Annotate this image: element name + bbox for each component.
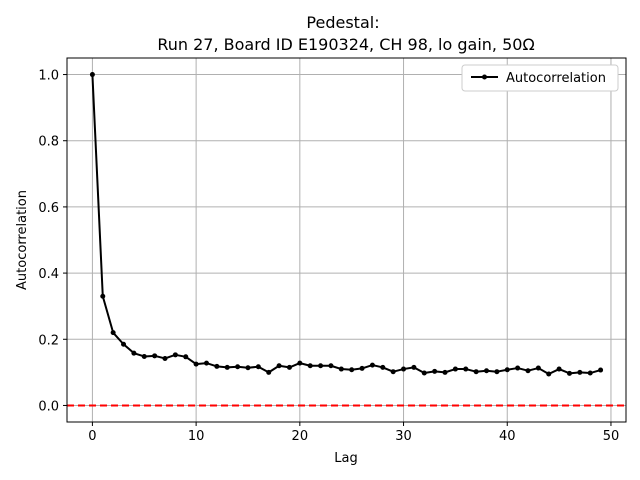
data-point <box>587 370 593 376</box>
y-tick-label: 0.6 <box>38 201 59 216</box>
data-point <box>484 368 490 374</box>
data-point <box>566 370 572 376</box>
data-point <box>152 353 158 359</box>
data-point <box>214 363 220 369</box>
grid-lines <box>67 58 626 422</box>
data-point <box>369 362 375 368</box>
series-group <box>89 72 604 377</box>
data-point <box>276 363 282 369</box>
y-tick-label: 1.0 <box>38 69 59 84</box>
data-point <box>390 369 396 375</box>
data-point <box>494 369 500 375</box>
data-point <box>338 366 344 372</box>
data-point <box>89 72 95 78</box>
data-point <box>598 367 604 373</box>
legend-label: Autocorrelation <box>506 71 606 86</box>
data-point <box>463 366 469 372</box>
x-axis-label: Lag <box>334 451 357 466</box>
data-point <box>266 369 272 375</box>
data-point <box>307 363 313 369</box>
data-point <box>286 364 292 370</box>
x-tick-label: 30 <box>395 429 412 444</box>
series-line <box>91 74 601 376</box>
x-tick-label: 20 <box>292 429 309 444</box>
axis-ticks: 0 10 20 30 40 50 0.0 0.2 0.4 0.6 0.8 1.0 <box>38 69 619 444</box>
data-point <box>421 370 427 376</box>
x-tick-label: 10 <box>188 429 205 444</box>
legend: Autocorrelation <box>461 64 619 92</box>
data-point <box>141 353 147 359</box>
data-point <box>110 330 116 336</box>
data-point <box>473 369 479 375</box>
data-point <box>349 367 355 373</box>
data-point <box>100 293 106 299</box>
data-point <box>121 341 127 347</box>
data-point <box>556 366 562 372</box>
legend-box <box>461 64 619 92</box>
chart-title-line2: Run 27, Board ID E190324, CH 98, lo gain… <box>157 35 534 54</box>
data-point <box>162 355 168 361</box>
data-point <box>235 364 241 370</box>
data-point <box>172 352 178 358</box>
x-tick-label: 50 <box>603 429 620 444</box>
legend-marker-swatch <box>482 74 487 80</box>
data-point <box>504 367 510 373</box>
data-point <box>577 369 583 375</box>
data-point <box>359 365 365 371</box>
y-tick-label: 0.0 <box>38 399 59 414</box>
chart-title-line1: Pedestal: <box>306 13 379 32</box>
data-point <box>255 364 261 370</box>
data-point <box>452 366 458 372</box>
x-tick-label: 0 <box>88 429 96 444</box>
x-tick-label: 40 <box>499 429 516 444</box>
data-point <box>183 354 189 360</box>
data-point <box>318 363 324 369</box>
data-point <box>401 366 407 372</box>
data-point <box>193 361 199 367</box>
data-point <box>380 364 386 370</box>
y-axis-label: Autocorrelation <box>15 190 30 290</box>
data-point <box>297 360 303 366</box>
y-tick-label: 0.8 <box>38 135 59 150</box>
data-point <box>203 360 209 366</box>
y-tick-label: 0.4 <box>38 267 59 282</box>
data-point <box>442 369 448 375</box>
y-tick-label: 0.2 <box>38 333 59 348</box>
data-point <box>224 364 230 370</box>
data-point <box>432 368 438 374</box>
data-point <box>131 350 137 356</box>
data-point <box>411 364 417 370</box>
data-point <box>245 365 251 371</box>
data-point <box>535 365 541 371</box>
data-point <box>525 368 531 374</box>
data-point <box>328 363 334 369</box>
data-point <box>546 371 552 377</box>
plot-area-frame <box>66 57 627 423</box>
data-point <box>515 365 521 371</box>
